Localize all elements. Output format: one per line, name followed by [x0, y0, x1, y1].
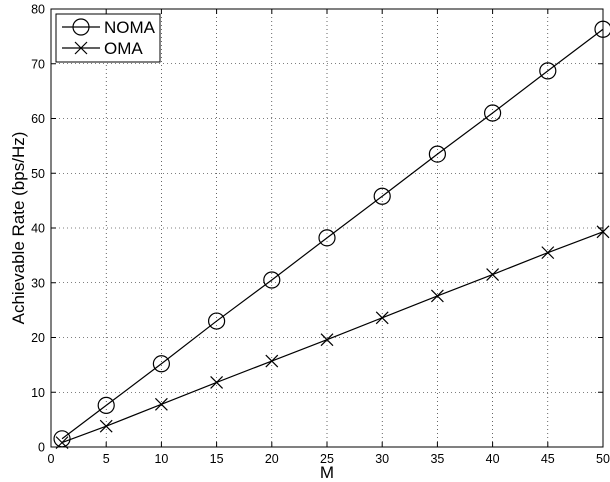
x-tick-label: 30 — [375, 452, 389, 466]
y-tick-label: 40 — [31, 222, 45, 236]
x-tick-label: 35 — [430, 452, 444, 466]
x-tick-label: 45 — [541, 452, 555, 466]
data-point-oma — [486, 268, 500, 281]
data-point-noma — [428, 145, 446, 163]
series-oma — [55, 225, 610, 450]
x-tick-label: 20 — [265, 452, 279, 466]
legend-label-noma: NOMA — [104, 18, 156, 37]
axis-ticks: 0 5 10 15 20 25 30 35 40 45 50 0 10 20 30 40 50 60 70 80 — [31, 3, 610, 467]
data-point-noma — [594, 20, 610, 38]
data-point-noma — [484, 104, 502, 122]
data-point-noma — [263, 271, 281, 289]
data-point-oma — [154, 397, 168, 411]
y-axis-label: Achievable Rate (bps/Hz) — [9, 132, 28, 325]
x-tick-label: 0 — [48, 452, 55, 466]
y-tick-label: 10 — [31, 386, 45, 400]
data-point-noma — [97, 396, 115, 414]
x-tick-label: 50 — [596, 452, 610, 466]
legend-box — [55, 13, 161, 63]
data-point-oma — [265, 354, 279, 368]
data-point-oma — [210, 375, 224, 389]
x-tick-label: 10 — [154, 452, 168, 466]
legend-marker-x-icon — [74, 41, 88, 55]
y-tick-label: 80 — [31, 3, 45, 17]
y-tick-label: 70 — [31, 57, 45, 71]
y-tick-label: 0 — [38, 441, 45, 455]
y-tick-label: 30 — [31, 276, 45, 290]
x-axis-label: M — [320, 463, 334, 482]
data-point-oma — [99, 419, 113, 433]
data-point-noma — [208, 312, 226, 330]
data-point-oma — [541, 246, 555, 260]
legend: NOMA OMA — [55, 13, 161, 63]
y-tick-label: 50 — [31, 167, 45, 181]
x-tick-label: 40 — [486, 452, 500, 466]
data-point-noma — [152, 355, 170, 373]
grid — [51, 9, 603, 447]
data-point-oma — [430, 289, 444, 303]
x-tick-label: 15 — [210, 452, 224, 466]
data-point-noma — [539, 62, 557, 80]
data-point-noma — [373, 187, 391, 205]
y-tick-label: 60 — [31, 112, 45, 126]
y-tick-label: 20 — [31, 331, 45, 345]
legend-label-oma: OMA — [104, 39, 143, 58]
data-point-oma — [55, 436, 69, 450]
series-noma — [53, 20, 610, 448]
data-point-noma — [318, 229, 336, 247]
legend-marker-circle-icon — [72, 18, 90, 36]
x-tick-label: 5 — [103, 452, 110, 466]
x-tick-label: 25 — [320, 452, 334, 466]
series-layer — [53, 20, 610, 450]
data-point-oma — [320, 333, 334, 347]
data-point-noma — [53, 430, 71, 448]
data-point-oma — [596, 225, 610, 239]
series-line-noma — [61, 28, 604, 440]
data-point-oma — [375, 311, 389, 325]
